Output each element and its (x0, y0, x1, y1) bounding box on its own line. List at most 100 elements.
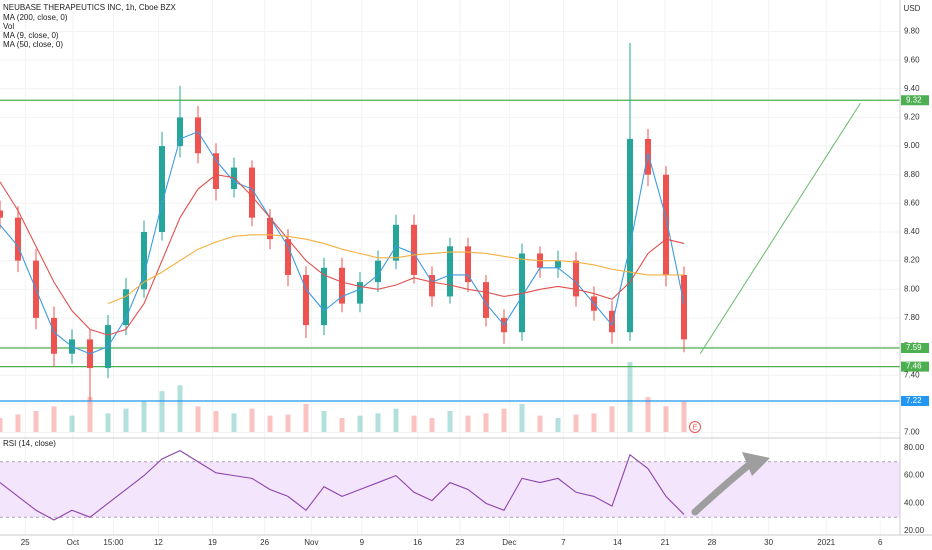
candle-body (195, 117, 201, 154)
candle-body (303, 274, 309, 326)
price-label-box (901, 342, 929, 353)
rsi-band (0, 461, 900, 518)
candle-body (375, 260, 381, 283)
plot-area (0, 42, 900, 521)
x-tick-label: 2021 (817, 538, 835, 547)
y-tick-label: 9.40 (904, 84, 920, 93)
volume-bar (0, 418, 3, 432)
price-label-box (901, 361, 929, 372)
volume-bar (681, 401, 687, 432)
volume-bar (123, 408, 129, 432)
volume-bar (69, 415, 75, 432)
volume-bar (411, 415, 417, 432)
volume-bar (357, 415, 363, 432)
volume-bar (339, 418, 345, 432)
volume-bar (591, 413, 597, 432)
indicator-label: Vol (3, 22, 14, 31)
ma-line (0, 174, 685, 336)
volume-bar (375, 413, 381, 432)
x-tick-label: 26 (260, 538, 269, 547)
candle-body (663, 174, 669, 275)
volume-bar (267, 415, 273, 432)
indicator-label: MA (9, close, 0) (3, 31, 59, 40)
x-tick-label: 15:00 (103, 538, 124, 547)
volume-bar (537, 415, 543, 432)
volume-bar (429, 418, 435, 432)
trendline (699, 102, 861, 354)
y-tick-label: 7.00 (904, 428, 920, 437)
candle-body (357, 282, 363, 304)
volume-bar (483, 413, 489, 432)
volume-bar (627, 362, 633, 432)
rsi-tick-label: 80.00 (904, 443, 925, 452)
currency-label: USD (904, 4, 921, 13)
y-tick-label: 9.80 (904, 27, 920, 36)
volume-bar (15, 414, 21, 432)
x-tick-label: Oct (67, 538, 80, 547)
price-label: 7.59 (906, 343, 922, 352)
volume-bar (447, 411, 453, 432)
volume-bar (555, 418, 561, 432)
rsi-tick-label: 60.00 (904, 471, 925, 480)
volume-bar (285, 414, 291, 432)
ma-line (0, 131, 685, 355)
x-tick-label: 6 (878, 538, 883, 547)
rsi-title: RSI (14, close) (3, 439, 56, 448)
candle-body (627, 138, 633, 333)
candle-body (429, 274, 435, 297)
x-tick-label: 19 (208, 538, 217, 547)
volume-bar (105, 413, 111, 432)
candle-body (321, 267, 327, 326)
candle-body (447, 246, 453, 297)
earnings-marker: E (693, 424, 698, 431)
candle-body (411, 224, 417, 275)
grid (0, 0, 900, 535)
candle-body (123, 289, 129, 326)
x-tick-label: 16 (413, 538, 422, 547)
volume-bar (159, 391, 165, 432)
candle-body (609, 310, 615, 333)
volume-bar (501, 408, 507, 432)
x-tick-label: 7 (561, 538, 566, 547)
y-tick-label: 9.00 (904, 141, 920, 150)
volume-bar (645, 397, 651, 432)
volume-bar (663, 406, 669, 432)
y-tick-label: 8.40 (904, 227, 920, 236)
arrow-head (742, 452, 770, 476)
candle-body (555, 260, 561, 268)
volume-bar (33, 411, 39, 432)
candle-body (339, 267, 345, 304)
volume-bar (231, 413, 237, 432)
volume-bar (321, 411, 327, 432)
candle-body (285, 239, 291, 275)
rsi-tick-label: 40.00 (904, 498, 925, 507)
x-tick-label: 28 (707, 538, 716, 547)
rsi-line (0, 450, 685, 521)
ma-line (107, 234, 684, 305)
candle-body (465, 246, 471, 283)
candle-body (51, 317, 57, 354)
candle-body (15, 217, 21, 261)
volume-bar (465, 415, 471, 432)
volume-bar (519, 404, 525, 432)
x-tick-label: 9 (360, 538, 365, 547)
x-tick-label: 12 (154, 538, 163, 547)
volume-bar (213, 411, 219, 432)
candle-body (249, 167, 255, 218)
x-tick-label: Nov (304, 538, 318, 547)
volume-bar (249, 408, 255, 432)
y-tick-label: 9.60 (904, 55, 920, 64)
candle-body (681, 274, 687, 340)
earnings-marker-circle (689, 421, 701, 433)
y-tick-label: 9.20 (904, 113, 920, 122)
volume-bar (573, 414, 579, 432)
x-tick-label: 30 (764, 538, 773, 547)
candle-body (519, 253, 525, 333)
x-tick-label: 21 (661, 538, 670, 547)
volume-bar (141, 401, 147, 432)
candle-body (645, 138, 651, 175)
y-tick-label: 7.80 (904, 313, 920, 322)
volume-bar (303, 404, 309, 432)
y-tick-label: 8.00 (904, 284, 920, 293)
